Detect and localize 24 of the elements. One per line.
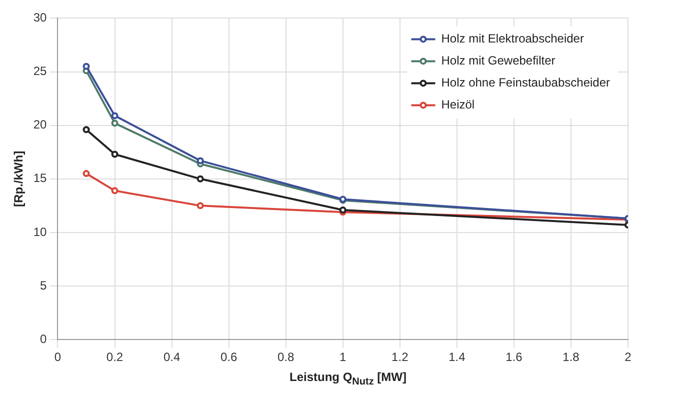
x-tick-label: 1.8 (562, 350, 580, 364)
y-tick-label: 10 (33, 224, 48, 239)
x-tick-label: 0.4 (163, 350, 180, 364)
x-tick-label: 1 (340, 350, 347, 364)
y-tick-label: 25 (33, 64, 48, 78)
y-tick-label: 0 (40, 332, 48, 346)
legend-label: Holz ohne Feinstaubabscheider (441, 76, 610, 90)
legend-label: Holz mit Gewebefilter (441, 54, 556, 68)
x-tick-label: 0.6 (220, 350, 238, 364)
y-axis-title: [Rp./kWh] (12, 150, 26, 207)
x-tick-label: 0 (54, 350, 62, 364)
x-tick-label: 0.8 (278, 350, 295, 364)
y-tick-label: 30 (33, 10, 48, 25)
x-tick-label: 1.2 (392, 350, 409, 364)
x-tick-label: 0.2 (106, 350, 124, 364)
x-tick-label: 1.4 (448, 350, 466, 364)
legend-label: Heizöl (441, 98, 475, 112)
legend-label: Holz mit Elektroabscheider (441, 32, 584, 46)
x-tick-label: 2 (624, 350, 632, 364)
x-tick-label: 1.6 (506, 350, 523, 364)
y-tick-label: 5 (40, 278, 48, 292)
y-tick-label: 15 (33, 171, 48, 186)
y-tick-label: 20 (33, 118, 48, 132)
x-axis-title: Leistung Q$_{Nutz}$ [MW] (288, 370, 408, 388)
